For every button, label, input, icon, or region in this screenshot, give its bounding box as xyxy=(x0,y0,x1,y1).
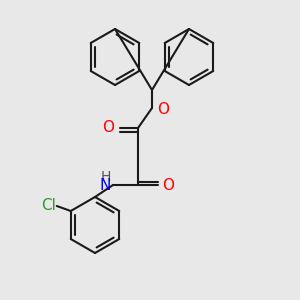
Text: N: N xyxy=(100,178,111,193)
Text: Cl: Cl xyxy=(41,197,56,212)
Text: O: O xyxy=(102,121,114,136)
Text: H: H xyxy=(100,170,111,184)
Text: O: O xyxy=(162,178,174,193)
Text: O: O xyxy=(157,101,169,116)
